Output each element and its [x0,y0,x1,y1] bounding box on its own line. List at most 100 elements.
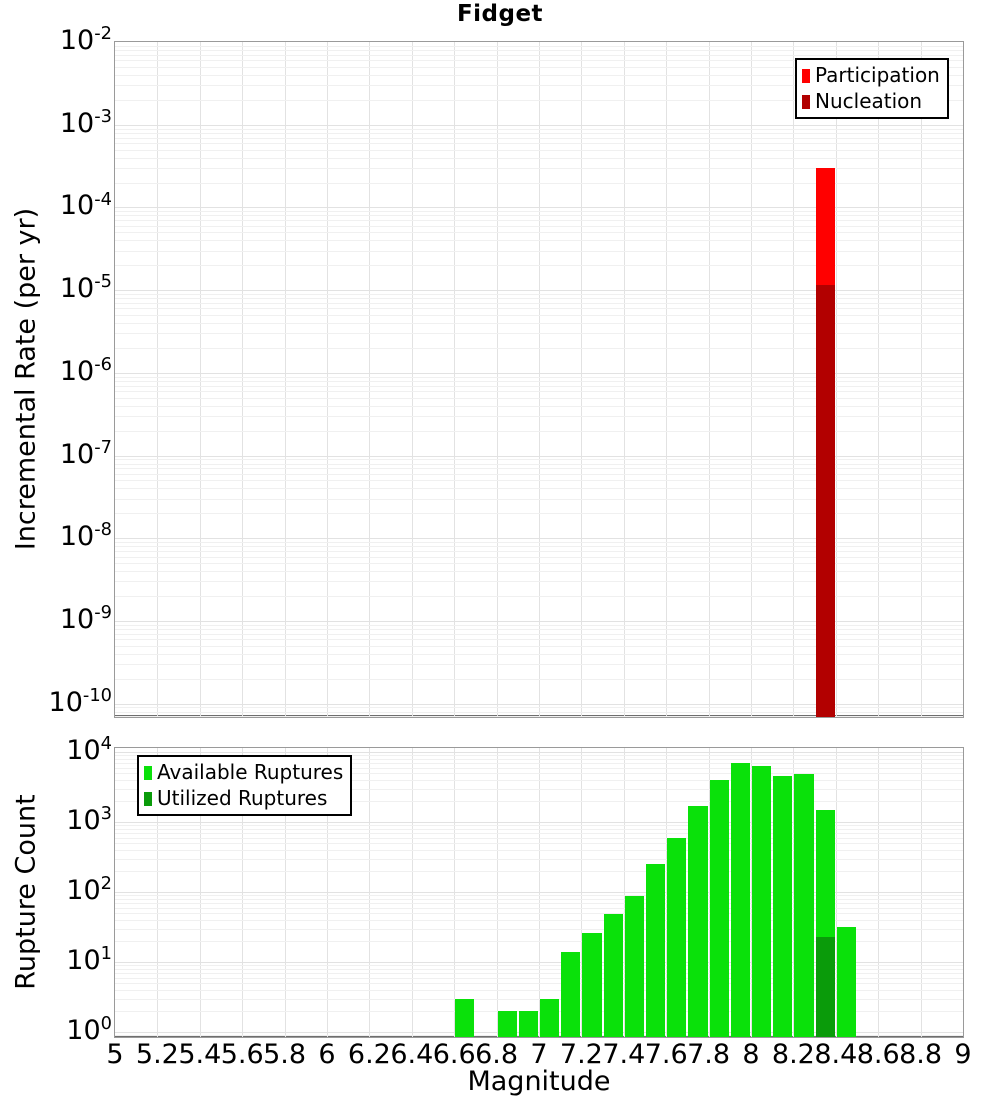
gridline-minor [115,767,963,769]
x-tick-label: 6.4 [390,1039,434,1070]
bar-available-ruptures-m7.9 [730,763,750,1037]
x-tick-label: 5.6 [220,1039,264,1070]
rate-legend: Participation Nucleation [795,58,949,119]
gridline-major [115,372,963,374]
gridline-minor [115,755,963,757]
bar-available-ruptures-m7.8 [709,779,729,1037]
legend-item-participation: Participation [802,62,940,88]
gridline-minor [115,716,963,717]
x-tick-label: 6.6 [432,1039,476,1070]
gridline-minor [115,664,963,666]
gridline-minor [115,308,963,310]
gridline-minor [115,972,963,974]
gridline-minor [115,430,963,432]
gridline-minor [115,902,963,904]
gridline-minor [115,928,963,930]
y-tick-label: 103 [66,803,112,836]
gridline-minor [115,639,963,641]
x-tick-label: 8.4 [814,1039,858,1070]
gridline-minor [115,99,963,101]
y-tick-label: 10-10 [48,684,112,718]
gridline-vertical [835,42,837,717]
gridline-major [115,822,963,823]
bar-available-ruptures-m7 [540,998,560,1037]
gridline-vertical [623,42,625,717]
gridline-minor [115,250,963,252]
gridline-vertical [793,42,795,717]
gridline-minor [115,1010,963,1012]
nucleation-swatch-icon [802,95,810,109]
gridline-minor [115,54,963,56]
gridline-minor [115,628,963,630]
y-tick-label: 10-9 [59,602,112,635]
legend-item-utilized-ruptures: Utilized Ruptures [144,785,343,811]
gridline-minor [115,913,963,915]
gridline-minor [115,513,963,515]
x-tick-label: 7.4 [602,1039,646,1070]
gridline-minor [115,323,963,324]
x-tick-label: 8 [742,1039,760,1070]
gridline-minor [115,773,963,775]
rupture-legend: Available Ruptures Utilized Ruptures [137,755,353,816]
gridline-minor [115,333,963,335]
x-tick-label: 6.8 [475,1039,519,1070]
gridline-minor [115,380,963,382]
gridline-vertical [878,42,880,717]
gridline-minor [115,488,963,490]
gridline-vertical [411,42,413,717]
available-swatch-icon [144,766,152,780]
chart-title: Fidget [456,1,544,27]
bar-available-ruptures-m6.6 [455,998,475,1037]
gridline-minor [115,779,963,781]
bar-available-ruptures-m8.1 [773,775,793,1037]
gridline-vertical [581,42,583,717]
gridline-minor [115,788,963,790]
x-tick-label: 7.8 [687,1039,731,1070]
gridline-minor [115,707,963,709]
gridline-minor [115,919,963,921]
gridline-minor [115,849,963,851]
gridline-minor [115,468,963,470]
y-tick-label: 10-5 [59,271,112,305]
bar-utilized-ruptures-m8.3 [815,936,835,1037]
x-tick-label: 5.8 [263,1039,307,1070]
gridline-minor [115,858,963,860]
gridline-minor [115,149,963,151]
gridline-minor [115,143,963,144]
gridline-minor [115,298,963,300]
x-axis-title: Magnitude [467,1066,611,1097]
y-tick-label: 10-2 [59,23,112,56]
gridline-minor [115,546,963,548]
bar-available-ruptures-m7.5 [646,864,666,1037]
gridline-vertical [369,42,371,717]
gridline-minor [115,828,963,830]
y-tick-label: 10-6 [59,354,112,387]
gridline-minor [115,907,963,909]
gridline-minor [115,965,963,967]
gridline-minor [115,556,963,558]
y-tick-label: 104 [66,733,112,766]
gridline-minor [115,633,963,635]
gridline-minor [115,293,963,295]
gridline-minor [115,405,963,407]
gridline-major [115,620,963,622]
gridline-minor [115,132,963,134]
gridline-vertical [539,42,540,717]
gridline-vertical [751,42,752,717]
x-tick-label: 8.8 [899,1039,943,1070]
gridline-minor [115,832,963,834]
gridline-vertical [454,42,456,717]
y-tick-label: 101 [66,943,112,976]
gridline-minor [115,211,963,213]
bar-nucleation-m8.3 [815,285,835,717]
gridline-minor [115,137,963,139]
gridline-major [115,703,963,705]
gridline-minor [115,416,963,417]
gridline-minor [115,182,963,184]
bar-available-ruptures-m6.8 [497,1010,517,1037]
gridline-minor [115,74,963,76]
gridline-minor [115,870,963,872]
gridline-minor [115,983,963,985]
x-tick-label: 7.6 [644,1039,688,1070]
incremental-rate-plot [115,42,963,717]
